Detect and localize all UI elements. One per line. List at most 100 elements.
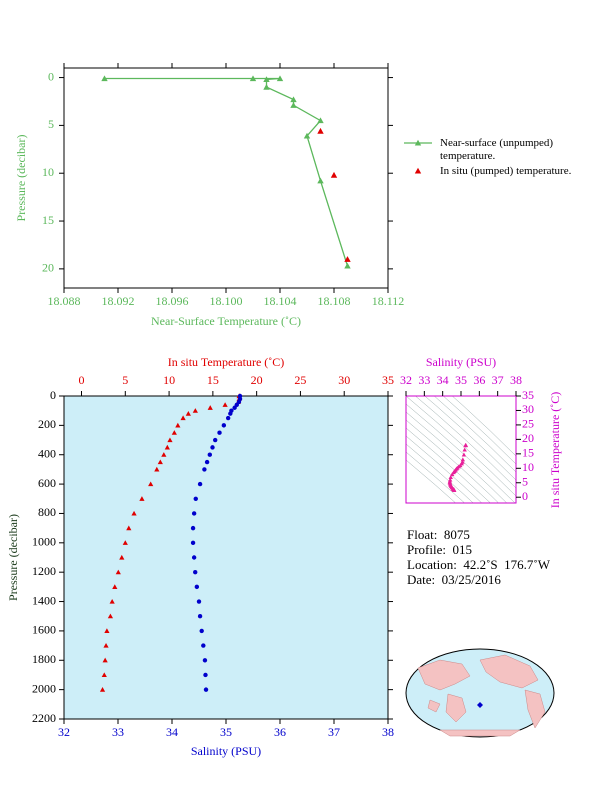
x-tick-label: 33 bbox=[418, 373, 430, 387]
location-info: Location: 42.2˚S 176.7˚W bbox=[407, 557, 550, 572]
data-point bbox=[194, 584, 200, 590]
data-point bbox=[107, 613, 114, 619]
ts-point bbox=[448, 475, 453, 480]
x-tick-label: 33 bbox=[112, 725, 124, 739]
world-map bbox=[405, 648, 555, 738]
data-point bbox=[164, 444, 170, 450]
y-tick-label: 5 bbox=[48, 117, 54, 131]
x-axis-label: Salinity (PSU) bbox=[191, 744, 261, 758]
contour bbox=[406, 419, 500, 503]
data-point bbox=[225, 415, 231, 421]
data-point bbox=[109, 598, 115, 604]
y-tick-label: 400 bbox=[38, 446, 56, 460]
float-info: Float: 8075 bbox=[407, 527, 470, 542]
data-point bbox=[202, 658, 208, 663]
x-tick-label: 25 bbox=[294, 373, 306, 387]
x-tick-label: 18.108 bbox=[318, 294, 351, 308]
data-point bbox=[191, 511, 197, 516]
y-tick-label: 15 bbox=[522, 446, 534, 460]
contour bbox=[442, 396, 516, 465]
contour bbox=[452, 396, 516, 457]
legend-label: In situ (pumped) temperature. bbox=[440, 165, 572, 177]
data-point bbox=[157, 459, 163, 465]
data-point bbox=[191, 555, 197, 560]
data-point bbox=[192, 408, 198, 413]
data-point bbox=[190, 540, 196, 546]
data-point bbox=[330, 171, 338, 178]
data-point bbox=[221, 423, 227, 428]
y-tick-label: 20 bbox=[522, 431, 534, 445]
x-axis-label: Salinity (PSU) bbox=[426, 355, 496, 369]
y-tick-label: 20 bbox=[42, 261, 54, 275]
data-point bbox=[210, 445, 215, 450]
y-tick-label: 0 bbox=[522, 489, 528, 503]
data-point bbox=[101, 75, 108, 82]
data-point bbox=[175, 422, 181, 428]
contour bbox=[424, 396, 516, 481]
data-point bbox=[232, 405, 237, 410]
data-point bbox=[139, 496, 145, 501]
data-point bbox=[115, 569, 121, 575]
contour bbox=[406, 396, 516, 497]
data-point bbox=[317, 127, 324, 134]
ts-point bbox=[450, 472, 455, 477]
y-tick-label: 25 bbox=[522, 417, 534, 431]
data-point bbox=[99, 687, 106, 692]
contour bbox=[406, 403, 516, 503]
data-point bbox=[199, 628, 204, 634]
x-tick-label: 36 bbox=[473, 373, 485, 387]
data-point bbox=[203, 687, 209, 692]
contour bbox=[406, 411, 508, 503]
data-point bbox=[344, 262, 351, 269]
legend-marker bbox=[414, 139, 422, 146]
plot-background bbox=[63, 395, 389, 720]
data-point bbox=[131, 510, 137, 516]
ts-point bbox=[460, 457, 466, 462]
y-tick-label: 10 bbox=[42, 165, 54, 179]
contour bbox=[406, 427, 491, 503]
data-point bbox=[228, 411, 233, 416]
data-point bbox=[193, 569, 198, 575]
data-point bbox=[263, 76, 270, 83]
x-tick-label: 15 bbox=[207, 373, 219, 387]
y-axis-label: Pressure (decibar) bbox=[6, 514, 20, 601]
data-point bbox=[126, 525, 132, 531]
data-point bbox=[201, 643, 206, 648]
y-tick-label: 800 bbox=[38, 505, 56, 519]
data-point bbox=[101, 672, 107, 678]
data-point bbox=[167, 437, 173, 443]
contour bbox=[433, 396, 516, 473]
data-point bbox=[290, 96, 297, 103]
x-tick-label: 32 bbox=[400, 373, 412, 387]
y-tick-label: 2200 bbox=[32, 711, 56, 725]
x-tick-label: 0 bbox=[79, 373, 85, 387]
y-tick-label: 1200 bbox=[32, 564, 56, 578]
legend-marker bbox=[414, 167, 422, 174]
ts-point bbox=[463, 443, 468, 448]
data-point bbox=[213, 437, 218, 443]
data-point bbox=[263, 83, 270, 90]
data-point bbox=[119, 554, 125, 560]
x-tick-label: 32 bbox=[58, 725, 70, 739]
data-point bbox=[249, 75, 257, 82]
y-tick-label: 1800 bbox=[32, 652, 56, 666]
date-info: Date: 03/25/2016 bbox=[407, 572, 501, 587]
y-tick-label: 30 bbox=[522, 402, 534, 416]
x-tick-label: 18.092 bbox=[102, 294, 135, 308]
ts-point bbox=[461, 452, 467, 457]
x-tick-label: 35 bbox=[455, 373, 467, 387]
ts-point bbox=[462, 447, 467, 452]
contour bbox=[406, 443, 474, 503]
profile-info: Profile: 015 bbox=[407, 542, 472, 557]
plot-frame bbox=[63, 67, 389, 289]
x-tick-label: 34 bbox=[166, 725, 178, 739]
data-point bbox=[317, 177, 324, 184]
series-line bbox=[104, 77, 349, 267]
density-contours bbox=[406, 396, 516, 503]
data-point bbox=[217, 430, 222, 435]
data-point bbox=[112, 584, 118, 589]
x-tick-label: 20 bbox=[251, 373, 263, 387]
x-tick-label: 18.112 bbox=[372, 294, 405, 308]
contour bbox=[415, 396, 516, 489]
